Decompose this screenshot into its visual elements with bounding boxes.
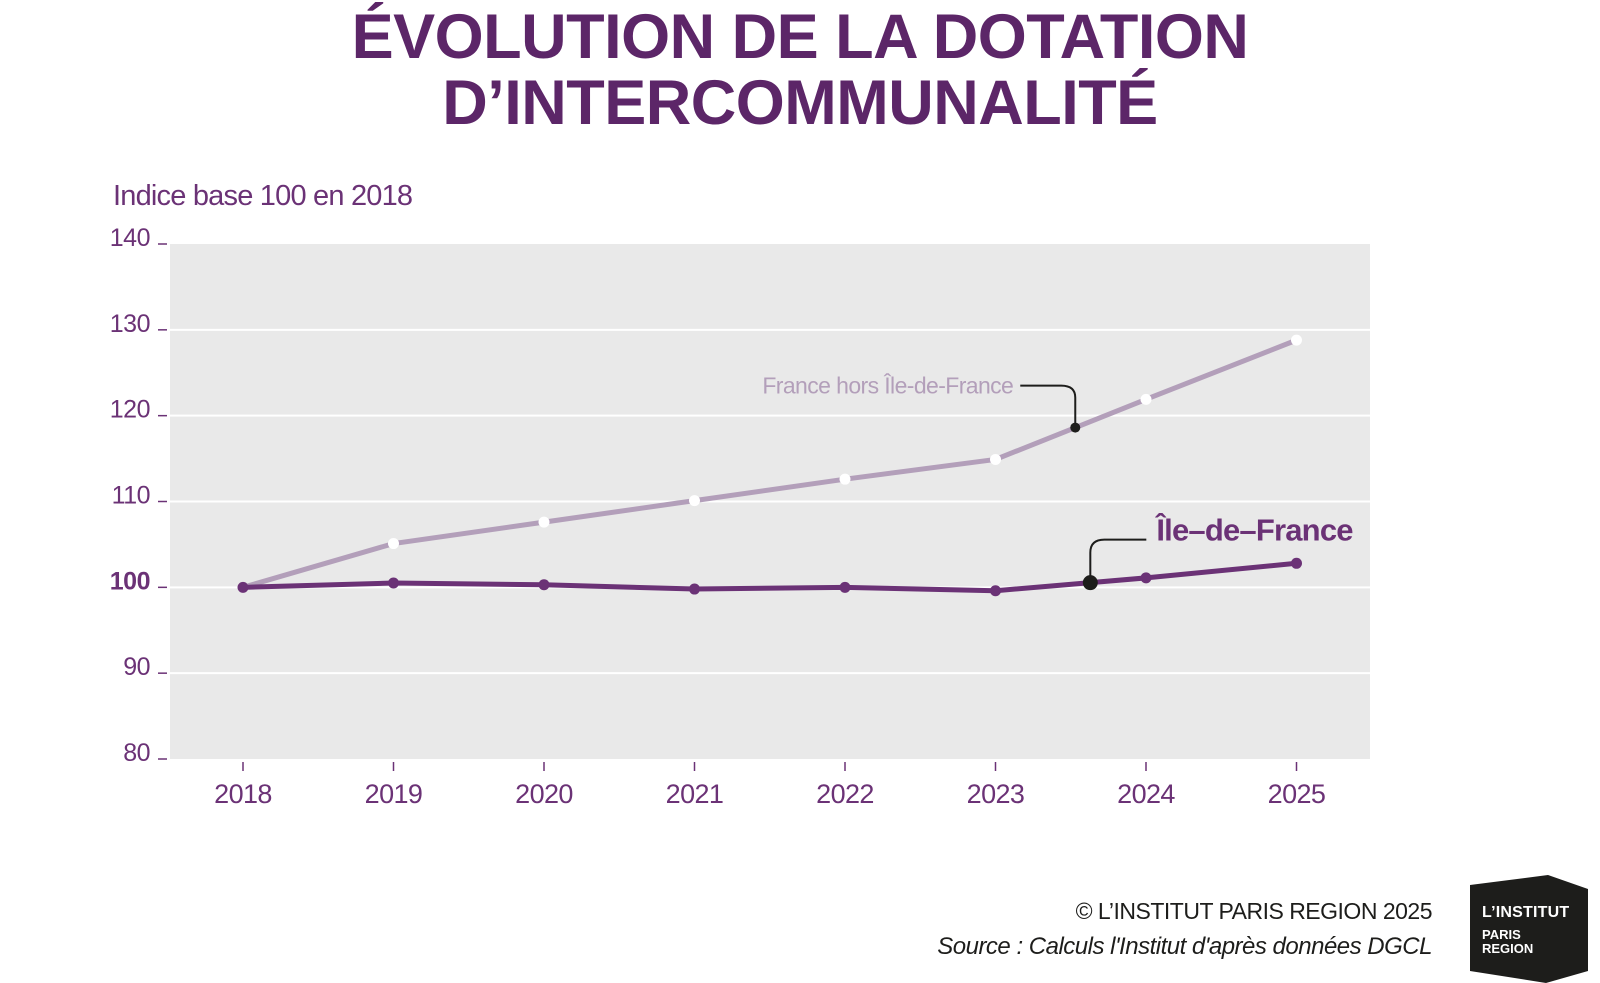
- france-hors-idf-point-2019: [388, 538, 399, 550]
- x-tick-label-2018: 2018: [214, 779, 272, 809]
- ile-de-france-point-2021: [689, 583, 700, 595]
- ile-de-france-point-2024: [1140, 572, 1152, 584]
- france-label-leader: [1020, 384, 1077, 428]
- institut-logo: L’INSTITUT PARIS REGION: [1470, 875, 1592, 983]
- ile-de-france-point-2023: [990, 585, 1001, 597]
- chart-title-line-2: D’INTERCOMMUNALITÉ: [442, 68, 1158, 138]
- ile-de-france-point-2025: [1291, 557, 1302, 569]
- x-tick-label-2022: 2022: [816, 779, 874, 809]
- france-label-anchor-dot: [1070, 422, 1081, 433]
- ile-de-france-point-2022: [839, 581, 851, 593]
- chart-title: ÉVOLUTION DE LA DOTATION D’INTERCOMMUNAL…: [0, 4, 1600, 136]
- source-text: Source : Calculs l'Institut d'après donn…: [937, 933, 1432, 960]
- x-tick-label-2023: 2023: [967, 779, 1025, 809]
- france-hors-idf-point-2023: [990, 453, 1001, 465]
- france-series-label: France hors Île-de-France: [762, 373, 1013, 399]
- logo-line-2: PARIS: [1482, 927, 1521, 942]
- line-chart: 80 90 100 110 120 130 140 2018 2019 2020 2021 2022 2…: [110, 224, 1370, 809]
- chart-title-line-1: ÉVOLUTION DE LA DOTATION: [351, 2, 1249, 72]
- x-tick-label-2024: 2024: [1117, 779, 1175, 809]
- x-tick-label-2021: 2021: [666, 779, 724, 809]
- france-hors-idf-point-2022: [839, 473, 851, 485]
- logo-line-3: REGION: [1482, 941, 1534, 956]
- y-tick-label-90: 90: [123, 653, 150, 681]
- y-tick-label-140: 140: [110, 224, 150, 252]
- idf-series-label: Île–de–France: [1154, 512, 1353, 548]
- logo-shape: [1470, 875, 1588, 983]
- x-tick-label-2020: 2020: [515, 779, 573, 809]
- ile-de-france-point-2019: [388, 577, 399, 589]
- x-tick-label-2025: 2025: [1268, 779, 1326, 809]
- y-tick-label-80: 80: [123, 739, 150, 767]
- france-hors-idf-point-2020: [538, 516, 550, 528]
- ile-de-france-point-2020: [538, 579, 550, 591]
- copyright-text: © L’INSTITUT PARIS REGION 2025: [1075, 898, 1433, 924]
- logo-line-1: L’INSTITUT: [1482, 904, 1570, 921]
- x-tick-label-2019: 2019: [365, 779, 423, 809]
- y-tick-label-120: 120: [110, 396, 150, 424]
- y-tick-label-100: 100: [110, 567, 150, 595]
- ile-de-france-line: [240, 560, 1299, 594]
- y-tick-label-130: 130: [110, 310, 150, 338]
- france-hors-idf-point-2021: [689, 495, 700, 507]
- france-hors-idf-point-2025: [1291, 334, 1302, 346]
- france-hors-idf-line: [240, 337, 1299, 590]
- idf-label-leader: [1089, 538, 1147, 583]
- france-hors-idf-point-2024: [1140, 393, 1152, 405]
- y-axis-label: Indice base 100 en 2018: [113, 180, 413, 212]
- idf-label-anchor-dot: [1082, 575, 1098, 591]
- y-tick-label-110: 110: [112, 482, 150, 510]
- ile-de-france-point-2018: [237, 581, 249, 593]
